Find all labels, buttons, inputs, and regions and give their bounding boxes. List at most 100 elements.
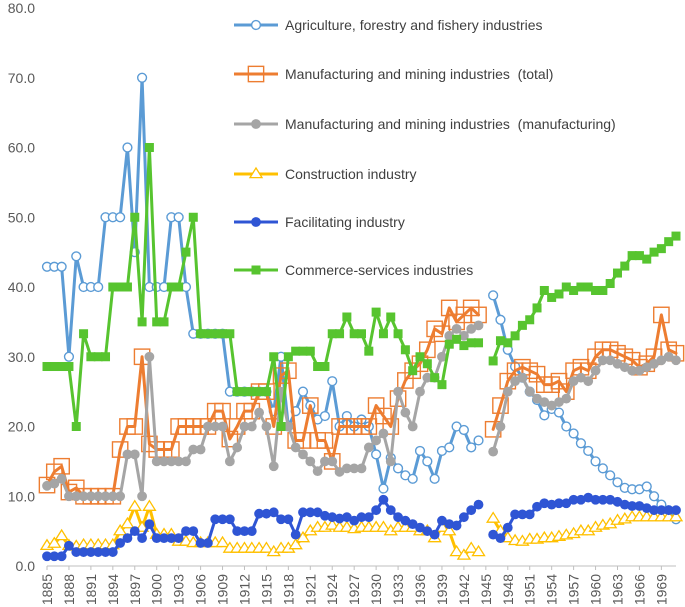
data-point bbox=[378, 494, 389, 505]
data-point bbox=[115, 538, 126, 548]
data-point bbox=[422, 456, 433, 467]
data-point bbox=[195, 444, 206, 455]
data-point bbox=[188, 526, 199, 537]
data-point bbox=[203, 329, 213, 339]
data-point bbox=[648, 491, 660, 502]
data-point bbox=[181, 247, 191, 257]
data-point bbox=[408, 366, 418, 376]
y-tick-label: 20.0 bbox=[8, 419, 35, 435]
data-point bbox=[305, 346, 315, 356]
data-point bbox=[93, 281, 104, 293]
legend-label: Facilitating industry bbox=[285, 214, 405, 230]
data-point bbox=[430, 373, 440, 383]
data-point bbox=[86, 352, 96, 362]
data-point bbox=[327, 329, 337, 339]
data-point bbox=[214, 402, 231, 420]
data-point bbox=[407, 473, 418, 484]
data-point bbox=[360, 418, 378, 435]
data-point bbox=[471, 544, 486, 557]
data-point bbox=[108, 282, 118, 292]
legend-marker bbox=[248, 166, 264, 179]
data-point bbox=[259, 541, 274, 553]
data-point bbox=[591, 285, 601, 295]
data-point bbox=[218, 329, 228, 339]
y-tick-label: 70.0 bbox=[8, 70, 35, 86]
data-point bbox=[575, 438, 587, 449]
data-point bbox=[653, 306, 670, 324]
data-point bbox=[342, 312, 352, 322]
data-point bbox=[283, 514, 294, 525]
data-point bbox=[298, 449, 308, 460]
data-point bbox=[444, 442, 455, 453]
x-tick-label: 1930 bbox=[368, 574, 384, 605]
x-tick-label: 1891 bbox=[83, 574, 99, 605]
x-tick-label: 1912 bbox=[236, 574, 252, 605]
data-point bbox=[203, 538, 213, 548]
data-point bbox=[122, 533, 133, 543]
data-point bbox=[561, 421, 572, 432]
x-tick-label: 1936 bbox=[412, 574, 428, 605]
data-point bbox=[400, 345, 410, 355]
data-point bbox=[42, 362, 52, 372]
legend: Agriculture, forestry and fishery indust… bbox=[234, 17, 616, 278]
data-point bbox=[495, 336, 505, 346]
data-point bbox=[437, 380, 447, 390]
data-point bbox=[49, 362, 59, 372]
data-point bbox=[458, 424, 469, 436]
y-axis: 0.0 10.0 20.0 30.0 40.0 50.0 60.0 70.0 80.0 bbox=[8, 0, 35, 574]
legend-marker bbox=[247, 65, 265, 83]
data-point bbox=[63, 351, 75, 362]
data-point bbox=[393, 386, 403, 397]
data-point bbox=[122, 142, 133, 153]
data-point bbox=[671, 505, 681, 516]
data-point bbox=[517, 372, 528, 383]
data-point bbox=[429, 473, 440, 484]
x-tick-label: 1948 bbox=[500, 574, 516, 605]
legend-marker bbox=[251, 119, 261, 129]
data-point bbox=[510, 331, 520, 341]
x-tick-label: 1945 bbox=[478, 574, 494, 605]
data-point bbox=[547, 292, 557, 302]
data-point bbox=[53, 457, 70, 475]
data-point bbox=[312, 466, 323, 477]
data-point bbox=[313, 362, 323, 372]
data-point bbox=[327, 376, 338, 387]
data-point bbox=[502, 522, 513, 533]
data-point bbox=[357, 329, 366, 339]
data-point bbox=[137, 317, 147, 327]
data-point bbox=[415, 352, 425, 362]
data-point bbox=[152, 317, 162, 327]
data-point bbox=[466, 442, 477, 453]
data-point bbox=[449, 544, 464, 557]
data-point bbox=[553, 407, 565, 418]
data-point bbox=[612, 268, 622, 278]
data-point bbox=[451, 520, 462, 531]
data-point bbox=[488, 356, 498, 366]
data-point bbox=[224, 514, 235, 525]
y-tick-label: 40.0 bbox=[8, 279, 35, 295]
data-point bbox=[101, 352, 111, 362]
data-point bbox=[456, 548, 472, 560]
data-point bbox=[71, 251, 82, 262]
data-point bbox=[173, 533, 184, 543]
data-point bbox=[627, 251, 637, 261]
data-point bbox=[142, 499, 157, 511]
x-tick-label: 1894 bbox=[105, 574, 121, 605]
data-point bbox=[57, 362, 67, 372]
x-tick-label: 1915 bbox=[258, 574, 274, 605]
data-point bbox=[378, 483, 389, 494]
data-point bbox=[488, 446, 499, 457]
x-tick-label: 1966 bbox=[631, 574, 647, 605]
data-point bbox=[224, 456, 235, 467]
data-point bbox=[605, 470, 616, 481]
data-point bbox=[232, 387, 242, 397]
data-point bbox=[269, 352, 279, 362]
data-point bbox=[554, 289, 564, 299]
data-point bbox=[144, 351, 155, 362]
data-point bbox=[349, 329, 359, 339]
data-point bbox=[246, 421, 257, 432]
data-point bbox=[254, 407, 265, 418]
data-point bbox=[115, 491, 126, 502]
legend-marker bbox=[250, 19, 262, 31]
